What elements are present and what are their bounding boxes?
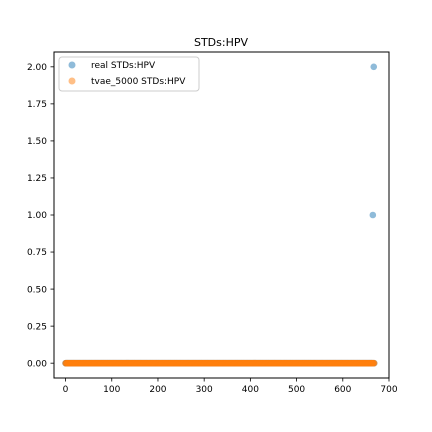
x-tick-label: 700 bbox=[380, 385, 397, 395]
x-tick-label: 300 bbox=[196, 385, 213, 395]
x-axis: 0 100 200 300 400 500 600 700 bbox=[63, 378, 398, 395]
y-tick-label: 0.75 bbox=[27, 248, 47, 258]
x-tick-label: 100 bbox=[103, 385, 120, 395]
x-tick-label: 600 bbox=[334, 385, 351, 395]
y-tick-label: 1.75 bbox=[27, 100, 47, 110]
points-layer bbox=[62, 63, 378, 367]
legend: real STDs:HPV tvae_5000 STDs:HPV bbox=[58, 56, 200, 92]
x-tick-label: 500 bbox=[288, 385, 305, 395]
x-tick-label: 200 bbox=[149, 385, 166, 395]
y-tick-label: 0.00 bbox=[27, 359, 47, 369]
x-tick-label: 400 bbox=[242, 385, 259, 395]
y-tick-label: 1.25 bbox=[27, 174, 47, 184]
legend-marker-tvae bbox=[68, 77, 76, 85]
legend-label-tvae: tvae_5000 STDs:HPV bbox=[91, 77, 186, 87]
x-tick-label: 0 bbox=[63, 385, 69, 395]
y-tick-label: 0.50 bbox=[27, 285, 47, 295]
series-1 bbox=[62, 359, 378, 367]
legend-marker-real bbox=[68, 61, 76, 69]
y-tick-label: 2.00 bbox=[27, 63, 47, 73]
data-point bbox=[370, 63, 378, 71]
y-tick-label: 0.25 bbox=[27, 322, 47, 332]
legend-label-real: real STDs:HPV bbox=[91, 61, 156, 71]
y-axis: 0.00 0.25 0.50 0.75 1.00 1.25 1.50 1.75 2.00 bbox=[27, 63, 54, 369]
data-point bbox=[370, 359, 378, 367]
legend-frame bbox=[58, 56, 200, 92]
data-point bbox=[369, 211, 377, 219]
y-tick-label: 1.50 bbox=[27, 137, 47, 147]
y-tick-label: 1.00 bbox=[27, 211, 47, 221]
chart-title: STDs:HPV bbox=[194, 36, 249, 49]
